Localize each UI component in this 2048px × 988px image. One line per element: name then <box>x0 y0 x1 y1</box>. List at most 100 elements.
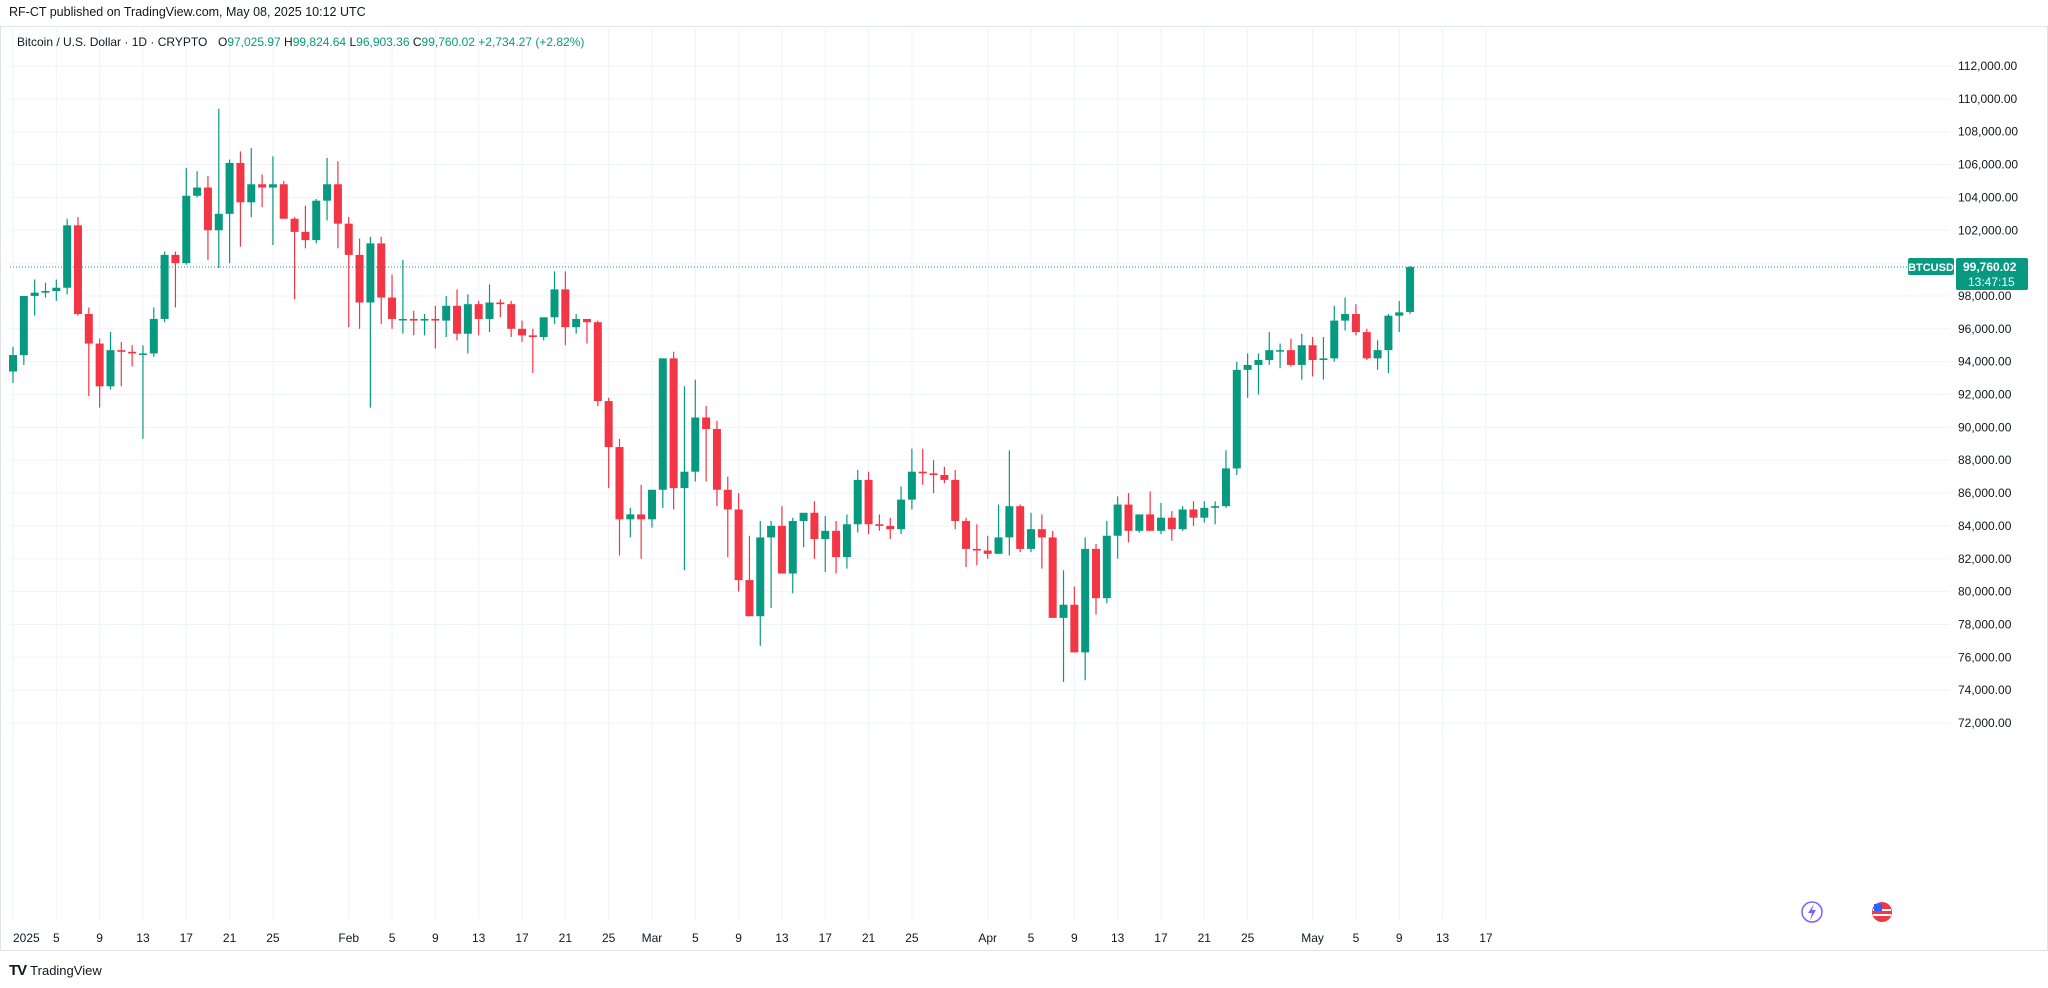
candle[interactable] <box>886 517 895 540</box>
candle[interactable] <box>128 345 137 367</box>
candle[interactable] <box>301 205 310 249</box>
candle[interactable] <box>1113 496 1122 559</box>
candle[interactable] <box>377 236 386 324</box>
candle[interactable] <box>355 238 364 329</box>
candle[interactable] <box>73 217 82 316</box>
candle[interactable] <box>1092 543 1100 615</box>
candle[interactable] <box>572 314 581 334</box>
candle[interactable] <box>615 438 624 556</box>
candle[interactable] <box>734 493 743 592</box>
candle[interactable] <box>117 341 126 387</box>
candle[interactable] <box>203 176 212 260</box>
candle[interactable] <box>138 345 147 439</box>
candle[interactable] <box>842 514 851 569</box>
candle[interactable] <box>1189 501 1198 526</box>
candle[interactable] <box>333 161 342 249</box>
candle[interactable] <box>799 512 808 548</box>
candle[interactable] <box>1135 514 1144 533</box>
candle[interactable] <box>1048 530 1057 618</box>
candle[interactable] <box>907 448 916 510</box>
candle[interactable] <box>972 524 981 566</box>
candle[interactable] <box>626 507 635 538</box>
candle[interactable] <box>788 517 797 594</box>
candle[interactable] <box>1211 501 1220 525</box>
candle[interactable] <box>756 520 765 646</box>
candle[interactable] <box>1016 504 1025 553</box>
candle[interactable] <box>258 174 267 208</box>
candle[interactable] <box>1384 314 1393 374</box>
candle[interactable] <box>712 420 721 507</box>
candle[interactable] <box>539 317 548 341</box>
candle[interactable] <box>582 318 591 344</box>
candle[interactable] <box>940 466 949 484</box>
candle[interactable] <box>1243 353 1252 398</box>
candle[interactable] <box>1373 340 1382 370</box>
candle[interactable] <box>983 535 992 559</box>
us-flag-icon[interactable] <box>1872 902 1892 922</box>
candle[interactable] <box>1308 337 1317 377</box>
candle[interactable] <box>388 274 397 329</box>
candle[interactable] <box>1341 297 1350 331</box>
candle[interactable] <box>1146 491 1155 531</box>
candle[interactable] <box>344 217 353 328</box>
candle[interactable] <box>84 307 93 397</box>
candle[interactable] <box>442 295 451 338</box>
candle[interactable] <box>247 148 256 218</box>
candle[interactable] <box>604 397 613 489</box>
candle[interactable] <box>1265 332 1274 365</box>
candle[interactable] <box>30 279 39 316</box>
candle[interactable] <box>550 271 559 324</box>
candle[interactable] <box>106 332 115 390</box>
candle[interactable] <box>193 171 202 198</box>
candle[interactable] <box>1059 570 1068 682</box>
candle[interactable] <box>1276 343 1285 369</box>
candle[interactable] <box>875 514 884 531</box>
candle[interactable] <box>95 338 104 408</box>
candle[interactable] <box>647 489 656 528</box>
candle[interactable] <box>864 471 873 535</box>
candle[interactable] <box>518 320 527 342</box>
candle[interactable] <box>1319 337 1328 380</box>
candle[interactable] <box>9 346 17 384</box>
candle[interactable] <box>41 282 50 298</box>
candle[interactable] <box>214 108 223 269</box>
candle[interactable] <box>723 476 732 558</box>
candle[interactable] <box>496 299 505 318</box>
candle[interactable] <box>409 310 418 336</box>
candle[interactable] <box>821 516 830 572</box>
candle[interactable] <box>1178 506 1187 531</box>
candle[interactable] <box>279 180 288 219</box>
candle[interactable] <box>1070 586 1079 653</box>
candle[interactable] <box>149 307 158 357</box>
candle[interactable] <box>777 506 786 574</box>
candle[interactable] <box>463 294 472 354</box>
candle[interactable] <box>1167 511 1176 541</box>
candle[interactable] <box>561 271 570 346</box>
candle[interactable] <box>767 520 776 609</box>
candle[interactable] <box>1406 265 1415 314</box>
candle[interactable] <box>1102 520 1111 604</box>
candle[interactable] <box>1330 305 1339 362</box>
candle[interactable] <box>669 351 678 510</box>
candle[interactable] <box>1037 514 1046 569</box>
candle[interactable] <box>994 504 1003 554</box>
candle[interactable] <box>160 251 169 323</box>
candle[interactable] <box>1124 493 1133 543</box>
candle[interactable] <box>1221 450 1230 508</box>
candle[interactable] <box>1081 537 1090 681</box>
lightning-icon[interactable] <box>1801 901 1823 923</box>
candle[interactable] <box>702 405 711 482</box>
candle[interactable] <box>929 460 938 494</box>
candle[interactable] <box>1200 501 1209 523</box>
candle[interactable] <box>420 314 429 336</box>
candle[interactable] <box>810 501 819 559</box>
candle[interactable] <box>323 157 332 221</box>
candle[interactable] <box>1156 502 1165 535</box>
candle[interactable] <box>1027 512 1036 553</box>
candle[interactable] <box>236 151 245 247</box>
candle[interactable] <box>1297 333 1306 380</box>
candle[interactable] <box>593 320 602 406</box>
candle[interactable] <box>897 486 906 535</box>
candle[interactable] <box>680 386 689 571</box>
